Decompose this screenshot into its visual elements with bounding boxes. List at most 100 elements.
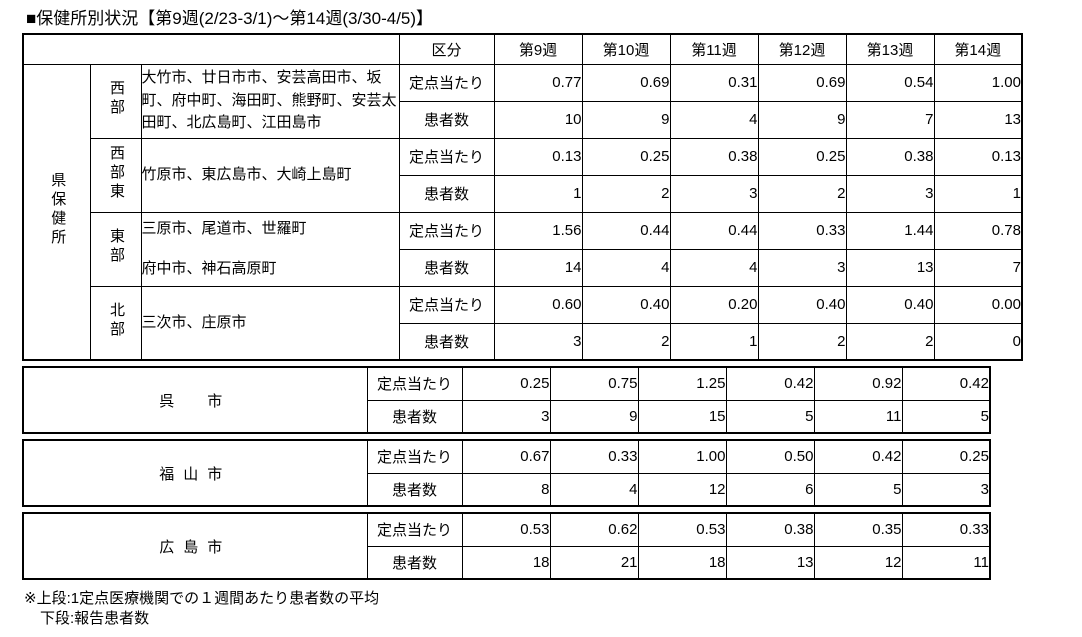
value-cell: 9	[757, 101, 847, 139]
region-label-seibuhigashi: 西部東	[90, 137, 142, 213]
value-cell: 13	[725, 546, 815, 580]
value-cell: 0.33	[757, 211, 847, 250]
col-header-week11: 第11週	[669, 33, 759, 65]
value-cell: 1.56	[493, 211, 583, 250]
city-label-fukuyama: 福山市	[22, 439, 368, 507]
value-cell: 0.13	[933, 137, 1023, 176]
value-cell: 0.53	[637, 512, 727, 547]
value-cell: 0.42	[725, 366, 815, 401]
value-cell: 11	[901, 546, 991, 580]
corner-cell	[22, 33, 400, 65]
value-cell: 6	[725, 473, 815, 507]
value-cell: 14	[493, 249, 583, 287]
value-cell: 1	[669, 323, 759, 361]
value-cell: 0.69	[581, 63, 671, 102]
footnote: ※上段:1定点医療機関での１週間あたり患者数の平均 下段:報告患者数	[24, 589, 1082, 629]
health-center-table: 区分 第9週 第10週 第11週 第12週 第13週 第14週 県保健所 西部 …	[22, 33, 1023, 361]
city-label-kure: 呉 市	[22, 366, 368, 434]
cities-cell-seibuhigashi: 竹原市、東広島市、大崎上島町	[140, 137, 400, 213]
value-cell: 0.40	[757, 285, 847, 324]
value-cell: 0.50	[725, 439, 815, 474]
value-cell: 1.25	[637, 366, 727, 401]
row-label-rate: 定点当たり	[398, 63, 495, 102]
value-cell: 9	[581, 101, 671, 139]
city-label-text: 広島市	[159, 538, 232, 556]
value-cell: 18	[637, 546, 727, 580]
value-cell: 0.60	[493, 285, 583, 324]
value-cell: 0.44	[669, 211, 759, 250]
kure-city-table: 呉 市 定点当たり 0.25 0.75 1.25 0.42 0.92 0.42 …	[22, 366, 991, 434]
value-cell: 0.33	[901, 512, 991, 547]
value-cell: 4	[549, 473, 639, 507]
row-label-rate: 定点当たり	[398, 137, 495, 176]
left-group-label: 県保健所	[22, 63, 91, 361]
table-title: ■保健所別状況【第9週(2/23-3/1)～第14週(3/30-4/5)】	[26, 9, 434, 28]
value-cell: 2	[757, 175, 847, 213]
row-label-count: 患者数	[366, 400, 463, 434]
row-label-rate: 定点当たり	[366, 512, 463, 547]
value-cell: 13	[933, 101, 1023, 139]
value-cell: 0.35	[813, 512, 903, 547]
col-header-week13: 第13週	[845, 33, 935, 65]
value-cell: 3	[757, 249, 847, 287]
value-cell: 3	[461, 400, 551, 434]
value-cell: 0.77	[493, 63, 583, 102]
value-cell: 5	[901, 400, 991, 434]
value-cell: 0.75	[549, 366, 639, 401]
value-cell: 0.38	[669, 137, 759, 176]
region-label-text: 東部	[108, 228, 125, 266]
value-cell: 5	[725, 400, 815, 434]
value-cell: 0.69	[757, 63, 847, 102]
value-cell: 0.20	[669, 285, 759, 324]
value-cell: 0.38	[845, 137, 935, 176]
value-cell: 0.44	[581, 211, 671, 250]
value-cell: 3	[493, 323, 583, 361]
row-label-count: 患者数	[398, 101, 495, 139]
region-label-text: 北部	[108, 301, 125, 340]
footnote-line-2: 下段:報告患者数	[40, 610, 150, 627]
value-cell: 1.00	[933, 63, 1023, 102]
value-cell: 3	[901, 473, 991, 507]
value-cell: 0.40	[845, 285, 935, 324]
value-cell: 10	[493, 101, 583, 139]
col-header-week12: 第12週	[757, 33, 847, 65]
value-cell: 0.53	[461, 512, 551, 547]
cities-text: 竹原市、東広島市、大崎上島町	[141, 165, 352, 183]
value-cell: 1	[933, 175, 1023, 213]
city-label-hiroshima: 広島市	[22, 512, 368, 580]
city-label-text: 福山市	[159, 465, 232, 483]
col-header-week10: 第10週	[581, 33, 671, 65]
value-cell: 0.13	[493, 137, 583, 176]
value-cell: 15	[637, 400, 727, 434]
value-cell: 5	[813, 473, 903, 507]
value-cell: 4	[669, 101, 759, 139]
value-cell: 12	[637, 473, 727, 507]
row-label-rate: 定点当たり	[366, 366, 463, 401]
cities-text-line2: 府中市、神石高原町	[141, 260, 277, 277]
col-header-week9: 第9週	[493, 33, 583, 65]
value-cell: 21	[549, 546, 639, 580]
value-cell: 3	[845, 175, 935, 213]
region-label-text: 西部東	[108, 144, 125, 202]
value-cell: 0.42	[813, 439, 903, 474]
value-cell: 1.44	[845, 211, 935, 250]
value-cell: 18	[461, 546, 551, 580]
cities-text: 三次市、庄原市	[141, 313, 247, 331]
value-cell: 0.42	[901, 366, 991, 401]
footnote-line-1: ※上段:1定点医療機関での１週間あたり患者数の平均	[24, 590, 380, 607]
cities-cell-seibu: 大竹市、廿日市市、安芸高田市、坂町、府中町、海田町、熊野町、安芸太田町、北広島町…	[140, 63, 400, 139]
region-label-hokubu: 北部	[90, 285, 142, 361]
row-label-count: 患者数	[398, 249, 495, 287]
value-cell: 0.62	[549, 512, 639, 547]
value-cell: 2	[845, 323, 935, 361]
value-cell: 0.92	[813, 366, 903, 401]
fukuyama-city-table: 福山市 定点当たり 0.67 0.33 1.00 0.50 0.42 0.25 …	[22, 439, 991, 507]
left-group-label-text: 県保健所	[49, 171, 67, 248]
value-cell: 0.25	[581, 137, 671, 176]
value-cell: 7	[933, 249, 1023, 287]
value-cell: 9	[549, 400, 639, 434]
region-label-seibu: 西部	[90, 63, 142, 139]
value-cell: 12	[813, 546, 903, 580]
value-cell: 1.00	[637, 439, 727, 474]
value-cell: 0.54	[845, 63, 935, 102]
